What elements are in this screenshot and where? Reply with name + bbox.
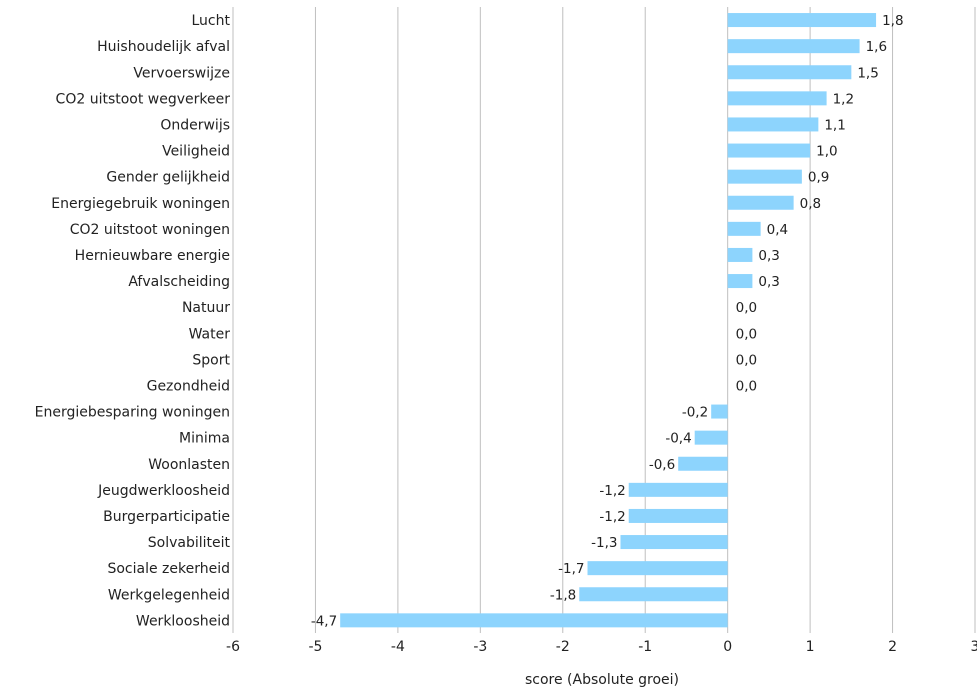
- data-label: 1,2: [833, 91, 854, 107]
- category-label: CO2 uitstoot wegverkeer: [56, 91, 231, 107]
- data-label: -4,7: [311, 613, 337, 629]
- data-label: 1,8: [882, 13, 903, 29]
- data-label: 0,0: [736, 378, 757, 394]
- category-labels: Lucht Huishoudelijk afval Vervoerswijze CO2…: [35, 13, 231, 629]
- bar: [727, 195, 794, 210]
- category-label: Afvalscheiding: [128, 274, 230, 290]
- bar: [727, 169, 802, 184]
- bar: [587, 561, 728, 576]
- category-label: CO2 uitstoot woningen: [70, 222, 230, 238]
- category-label: Burgerparticipatie: [103, 509, 230, 525]
- x-tick-label: 2: [888, 639, 897, 655]
- x-tick-label: 1: [806, 639, 815, 655]
- data-label: -0,6: [649, 457, 675, 473]
- x-tick-label: -4: [391, 639, 405, 655]
- x-axis-ticks: -6 -5 -4 -3 -2 -1 0 1 2 3: [226, 639, 977, 655]
- x-tick-label: -1: [638, 639, 652, 655]
- category-label: Energiebesparing woningen: [35, 405, 230, 421]
- value-labels: 1,81,61,51,21,11,00,90,80,40,30,30,00,00…: [311, 13, 904, 629]
- bars: [340, 13, 877, 628]
- category-label: Energiegebruik woningen: [51, 196, 230, 212]
- data-label: -1,8: [550, 587, 576, 603]
- category-label: Werkgelegenheid: [108, 587, 230, 603]
- gridlines: [232, 7, 976, 633]
- x-tick-label: 0: [723, 639, 732, 655]
- bar: [727, 13, 877, 28]
- data-label: 0,0: [736, 326, 757, 342]
- bar: [727, 39, 860, 54]
- category-label: Minima: [179, 431, 230, 447]
- bar: [340, 613, 728, 628]
- data-label: -1,2: [599, 483, 625, 499]
- data-label: 1,6: [866, 39, 887, 55]
- data-label: -0,4: [665, 431, 691, 447]
- category-label: Huishoudelijk afval: [97, 39, 230, 55]
- data-label: -1,2: [599, 509, 625, 525]
- category-label: Sport: [192, 352, 230, 368]
- bar: [579, 587, 728, 602]
- bar: [727, 117, 819, 132]
- data-label: 0,3: [758, 248, 779, 264]
- bar: [678, 456, 728, 471]
- x-tick-label: -5: [308, 639, 322, 655]
- data-label: 0,0: [736, 300, 757, 316]
- category-label: Lucht: [192, 13, 231, 29]
- category-label: Natuur: [182, 300, 230, 316]
- data-label: 0,9: [808, 170, 829, 186]
- category-label: Solvabiliteit: [148, 535, 231, 551]
- bar: [628, 482, 728, 497]
- category-label: Vervoerswijze: [133, 65, 230, 81]
- bar: [628, 508, 728, 523]
- x-tick-label: -3: [473, 639, 487, 655]
- category-label: Jeugdwerkloosheid: [97, 483, 230, 499]
- category-label: Gender gelijkheid: [106, 170, 230, 186]
- data-label: 1,1: [824, 117, 845, 133]
- category-label: Gezondheid: [147, 378, 230, 394]
- data-label: 1,0: [816, 144, 837, 160]
- bar: [694, 430, 728, 445]
- x-tick-label: 3: [971, 639, 977, 655]
- category-label: Hernieuwbare energie: [75, 248, 230, 264]
- category-label: Onderwijs: [160, 117, 230, 133]
- x-tick-label: -2: [556, 639, 570, 655]
- bar: [727, 65, 852, 80]
- data-label: 1,5: [857, 65, 878, 81]
- category-label: Sociale zekerheid: [107, 561, 230, 577]
- category-label: Werkloosheid: [136, 613, 230, 629]
- bar: [727, 221, 761, 236]
- data-label: 0,3: [758, 274, 779, 290]
- bar: [727, 274, 753, 289]
- data-label: -1,3: [591, 535, 617, 551]
- bar: [620, 535, 728, 550]
- bar: [727, 91, 827, 106]
- category-label: Water: [189, 326, 231, 342]
- category-label: Veiligheid: [162, 144, 230, 160]
- bar: [727, 143, 811, 158]
- x-tick-label: -6: [226, 639, 240, 655]
- data-label: 0,0: [736, 352, 757, 368]
- bar: [711, 404, 728, 419]
- bar: [727, 247, 753, 262]
- data-label: -0,2: [682, 405, 708, 421]
- x-axis-title: score (Absolute groei): [525, 672, 679, 688]
- data-label: 0,4: [767, 222, 788, 238]
- category-label: Woonlasten: [148, 457, 230, 473]
- data-label: -1,7: [558, 561, 584, 577]
- data-label: 0,8: [800, 196, 821, 212]
